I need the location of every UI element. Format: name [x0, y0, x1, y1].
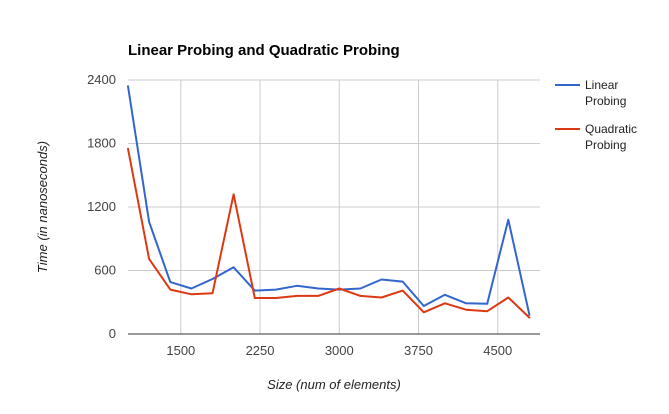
- y-axis-label: Time (in nanoseconds): [35, 141, 50, 273]
- x-tick-label: 4500: [483, 343, 512, 358]
- legend-label-line: Quadratic: [585, 122, 637, 136]
- chart-title: Linear Probing and Quadratic Probing: [128, 42, 400, 59]
- grid-lines: [128, 79, 540, 334]
- x-tick-label: 1500: [166, 343, 195, 358]
- legend-label-line: Probing: [585, 94, 626, 108]
- series-line-linear-probing: [127, 85, 531, 316]
- y-tick-label: 0: [109, 326, 116, 341]
- y-tick-label: 1200: [87, 199, 116, 214]
- series-lines: [127, 85, 531, 319]
- legend-label-line: Linear: [585, 78, 618, 92]
- y-tick-label: 2400: [87, 72, 116, 87]
- legend-label-linear-probing: Linear Probing: [585, 78, 626, 108]
- x-tick-label: 3750: [404, 343, 433, 358]
- y-tick-label: 600: [94, 263, 116, 278]
- series-line-quadratic-probing: [127, 147, 531, 319]
- legend-label-line: Probing: [585, 138, 626, 152]
- legend-label-quadratic-probing: Quadratic Probing: [585, 122, 637, 152]
- legend: Linear Probing Quadratic Probing: [555, 78, 637, 152]
- tick-labels: 0 600 1200 1800 2400 1500 2250 3000 3750 4500: [87, 72, 512, 358]
- y-tick-label: 1800: [87, 136, 116, 151]
- x-tick-label: 3000: [325, 343, 354, 358]
- x-tick-label: 2250: [246, 343, 275, 358]
- x-axis-label: Size (num of elements): [267, 377, 401, 392]
